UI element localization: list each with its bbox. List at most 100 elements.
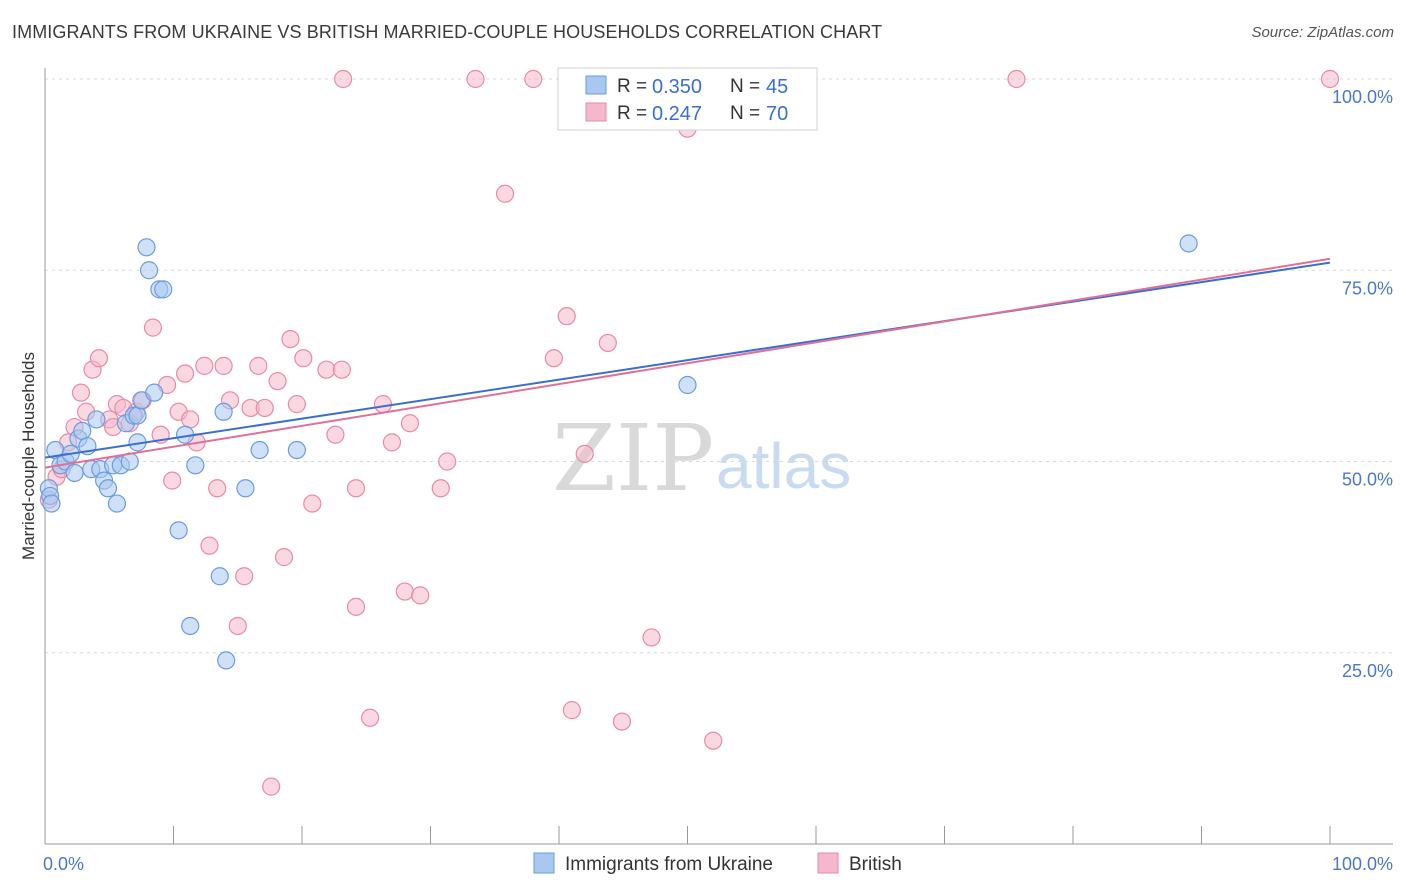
ukraine-point: [214, 402, 233, 421]
british-point: [438, 452, 457, 471]
ukraine-point: [250, 440, 269, 460]
british-point: [249, 356, 268, 375]
ukraine-point: [169, 521, 188, 540]
british-point: [466, 69, 485, 89]
british-point: [431, 479, 450, 498]
x-tick-labels: 0.0% 100.0%: [43, 854, 1393, 874]
legend-n-label-1: N =: [730, 76, 760, 97]
ukraine-point: [217, 651, 236, 670]
british-point: [1320, 69, 1340, 89]
british-point: [181, 410, 200, 429]
british-point: [544, 349, 563, 368]
legend-r-value-1: 0.350: [652, 76, 702, 98]
british-point: [612, 712, 632, 731]
ukraine-point: [65, 463, 84, 483]
y-tick-label: 50.0%: [1342, 470, 1393, 490]
gridlines: [45, 78, 1393, 654]
series-legend: Immigrants from Ukraine British: [533, 852, 902, 875]
british-point: [524, 69, 543, 89]
ukraine-point: [154, 280, 173, 299]
source-label: Source: ZipAtlas.com: [1251, 24, 1394, 41]
british-point: [495, 184, 515, 203]
y-tick-label: 100.0%: [1332, 87, 1393, 107]
ukraine-point: [137, 238, 156, 257]
british-point: [228, 616, 247, 636]
british-point: [332, 360, 351, 379]
ukraine-point: [73, 421, 92, 440]
british-point: [346, 479, 366, 498]
british-point: [208, 479, 227, 498]
ukraine-point: [236, 479, 255, 498]
british-point: [704, 731, 723, 750]
british-point: [317, 360, 336, 379]
british-point: [163, 471, 182, 490]
axes: [44, 68, 1393, 845]
y-tick-label: 25.0%: [1342, 661, 1393, 681]
british-point: [274, 548, 294, 567]
british-point: [303, 494, 322, 513]
bottom-legend-label-ukraine: Immigrants from Ukraine: [565, 854, 773, 875]
legend-swatch-british: [585, 102, 607, 122]
british-point: [373, 395, 393, 414]
british-point: [294, 349, 313, 368]
british-point: [400, 414, 420, 433]
british-point: [326, 425, 345, 444]
ukraine-point: [139, 261, 159, 280]
ukraine-trend-line: [44, 261, 1331, 459]
british-point: [642, 628, 661, 647]
british-point: [281, 330, 300, 349]
british-point: [575, 444, 594, 463]
british-point: [268, 372, 287, 391]
y-tick-labels: 25.0% 50.0% 75.0% 100.0%: [1332, 87, 1393, 681]
ukraine-point: [42, 494, 61, 513]
british-point: [175, 364, 195, 383]
legend-r-label-1: R =: [617, 76, 647, 97]
ukraine-point: [210, 567, 229, 586]
british-point: [346, 597, 366, 616]
legend-n-value-1: 45: [766, 76, 788, 98]
watermark-zip: ZIP: [552, 405, 714, 512]
legend-n-value-2: 70: [766, 103, 788, 125]
ukraine-point: [128, 406, 147, 425]
x-tick-label-min: 0.0%: [43, 854, 84, 874]
y-tick-label: 75.0%: [1342, 278, 1393, 298]
stats-legend: R = 0.350 N = 45 R = 0.247 N = 70: [557, 67, 818, 131]
ukraine-point: [107, 494, 127, 513]
ukraine-point: [678, 375, 697, 395]
british-point: [395, 582, 414, 601]
legend-swatch-ukraine: [585, 75, 607, 95]
ukraine-point: [98, 479, 118, 498]
british-point: [195, 356, 214, 375]
y-axis-title: Married-couple Households: [19, 352, 38, 560]
bottom-legend-swatch-ukraine: [533, 852, 555, 874]
british-trend-line: [44, 257, 1331, 469]
ukraine-point: [87, 410, 106, 429]
ukraine-point: [1179, 234, 1198, 253]
british-point: [89, 349, 109, 368]
ukraine-point: [186, 456, 205, 475]
british-point: [262, 777, 281, 796]
british-point: [382, 433, 402, 452]
ukraine-point: [145, 383, 164, 402]
british-point: [214, 356, 233, 375]
british-point: [334, 69, 353, 89]
british-point: [1007, 69, 1026, 89]
ukraine-points: [39, 234, 1198, 670]
ukraine-point: [181, 616, 200, 636]
x-tick-label-max: 100.0%: [1332, 854, 1393, 874]
british-point: [200, 536, 219, 555]
british-point: [287, 395, 306, 414]
british-point: [557, 307, 576, 326]
trend-lines: [44, 257, 1331, 469]
watermark-atlas: atlas: [716, 430, 851, 502]
ukraine-point: [287, 440, 306, 460]
bottom-legend-swatch-british: [817, 852, 839, 874]
british-point: [361, 708, 380, 727]
british-point: [598, 333, 617, 353]
legend-r-label-2: R =: [617, 103, 647, 124]
british-point: [255, 398, 274, 418]
british-point: [411, 586, 430, 605]
bottom-legend-label-british: British: [849, 854, 902, 875]
chart-title: IMMIGRANTS FROM UKRAINE VS BRITISH MARRI…: [12, 22, 883, 42]
